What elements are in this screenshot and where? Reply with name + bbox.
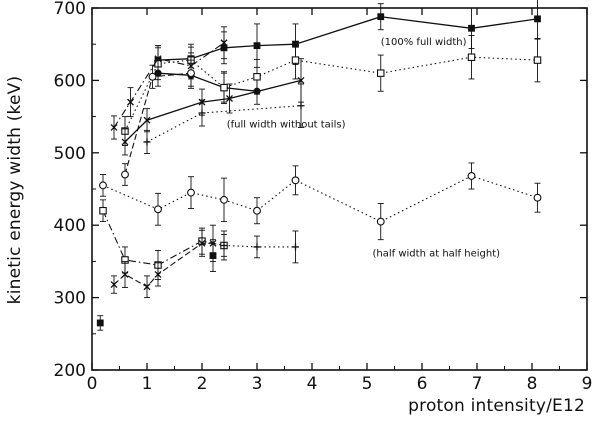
x-tick-label: 2 [197,374,208,394]
series-line [102,175,538,223]
data-point [187,69,195,78]
series-line [124,72,192,175]
data-point [154,205,162,214]
data-point [253,73,261,81]
data-point [143,138,151,146]
y-tick-label: 700 [54,0,86,19]
x-tick-label: 8 [527,374,538,394]
data-point [121,170,129,179]
data-point [297,76,305,84]
series-8 [99,199,228,280]
series-line [102,210,225,266]
data-point [143,283,151,291]
data-point [143,116,151,124]
data-point [534,15,541,23]
data-point [226,95,233,102]
data-point [121,270,129,278]
series-1 [154,0,541,76]
data-point [154,270,162,278]
data-point [468,24,475,32]
annotation-label: (full width without tails) [227,119,346,130]
annotation-label: (100% full width) [381,37,467,48]
data-point [292,243,299,251]
y-axis-label: kinetic energy width (keV) [5,76,25,305]
data-point [99,206,107,215]
data-point [220,241,228,249]
data-point [220,195,228,204]
x-tick-label: 9 [582,374,593,394]
x-tick-label: 1 [142,374,153,394]
axis-ticks: 0 1 2 3 4 5 6 7 8 9 200 300 400 500 600 700 [54,0,593,394]
series-line [157,72,258,92]
series-10 [220,230,299,264]
data-point [198,239,206,247]
data-point [467,53,476,61]
annotation-layer: (100% full width) (full width without tai… [227,37,500,259]
series-line [113,242,213,288]
y-tick-label: 500 [54,144,86,164]
data-point [187,188,195,197]
data-point [220,39,228,47]
data-point [154,55,162,63]
series-line [157,16,538,61]
data-point [96,319,104,327]
series-3 [110,26,228,140]
series-line [124,79,302,143]
x-tick-label: 0 [87,374,98,394]
series-layer [96,0,542,331]
data-point [253,42,261,50]
series-line [113,42,225,128]
data-point [376,69,385,77]
data-point [209,252,217,260]
y-tick-label: 600 [54,71,86,91]
data-point [110,124,118,131]
data-point [376,217,385,226]
data-point [220,83,228,92]
y-tick-label: 300 [54,289,86,309]
x-tick-label: 7 [472,374,483,394]
data-point [253,243,261,251]
data-point [148,72,157,81]
series-7 [99,162,542,241]
data-point [121,138,129,146]
series-6 [121,59,195,186]
y-tick-label: 400 [54,216,86,236]
data-point [467,172,476,180]
x-tick-label: 5 [362,374,373,394]
data-point [110,281,118,289]
x-axis-label: proton intensity/E12 [408,396,585,416]
data-point [533,193,542,202]
data-point [99,181,107,190]
data-point [297,102,305,110]
data-point [377,13,385,21]
series-2 [121,35,542,147]
data-point [291,56,300,64]
data-point [253,206,261,215]
plot-frame [91,7,588,371]
x-tick-label: 6 [417,374,428,394]
x-tick-label: 3 [252,374,263,394]
data-point [127,98,134,106]
data-point [198,109,206,117]
x-tick-label: 4 [307,374,318,394]
data-point [533,56,542,64]
series-11 [96,239,217,331]
data-point [291,176,300,185]
annotation-label: (half width at half height) [373,248,501,259]
series-5 [143,83,305,154]
series-line [223,244,296,248]
series-0 [154,59,261,105]
y-tick-label: 200 [54,361,86,381]
